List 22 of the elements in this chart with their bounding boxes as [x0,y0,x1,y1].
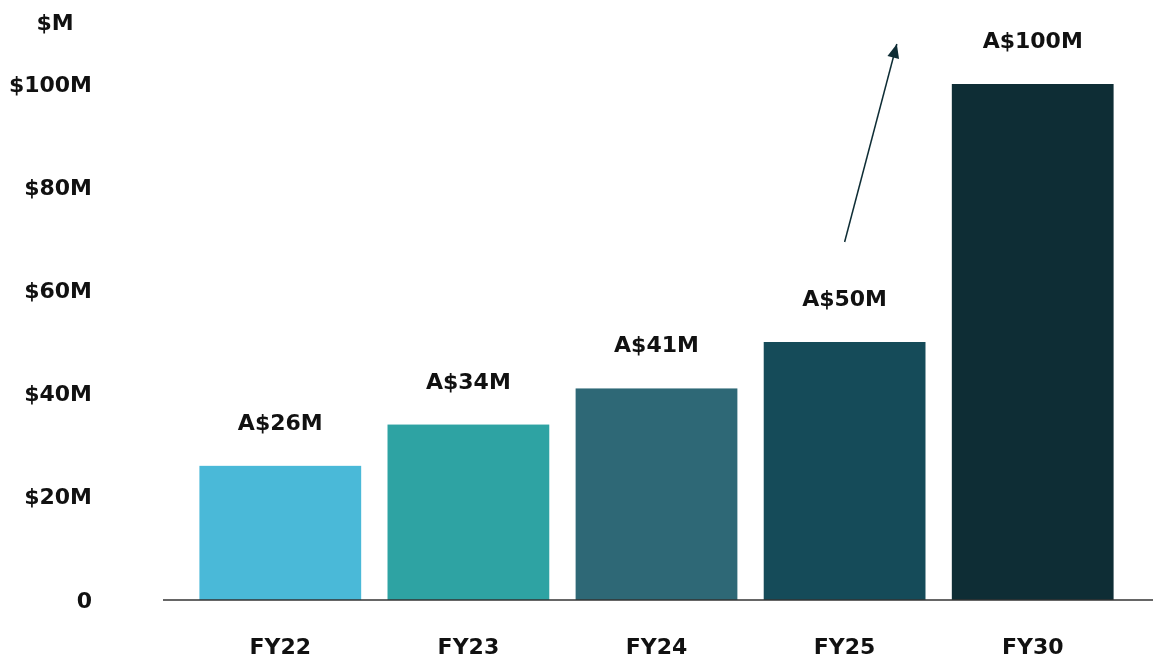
data-label: A$41M [614,332,699,358]
bar [763,342,926,600]
data-label: A$34M [425,368,511,394]
bar [199,465,362,600]
x-tick-label: FY23 [437,633,500,659]
data-label: A$100M [982,28,1083,53]
x-tick-label: FY24 [625,633,688,659]
y-axis-title: $M [36,10,74,35]
bar [575,388,738,600]
bar [951,84,1114,600]
y-tick-label: $40M [24,381,92,407]
data-label: A$26M [237,409,323,435]
y-tick-label: $60M [24,277,92,303]
y-tick-label: 0 [76,587,92,613]
x-tick-label: FY22 [249,633,312,659]
x-tick-label: FY25 [813,633,876,659]
data-label: A$50M [802,286,888,311]
y-tick-label: $80M [24,174,92,200]
y-tick-label: $20M [24,484,92,510]
y-tick-label: $100M [8,71,92,97]
x-tick-label: FY30 [1001,633,1064,659]
bar [387,424,550,600]
